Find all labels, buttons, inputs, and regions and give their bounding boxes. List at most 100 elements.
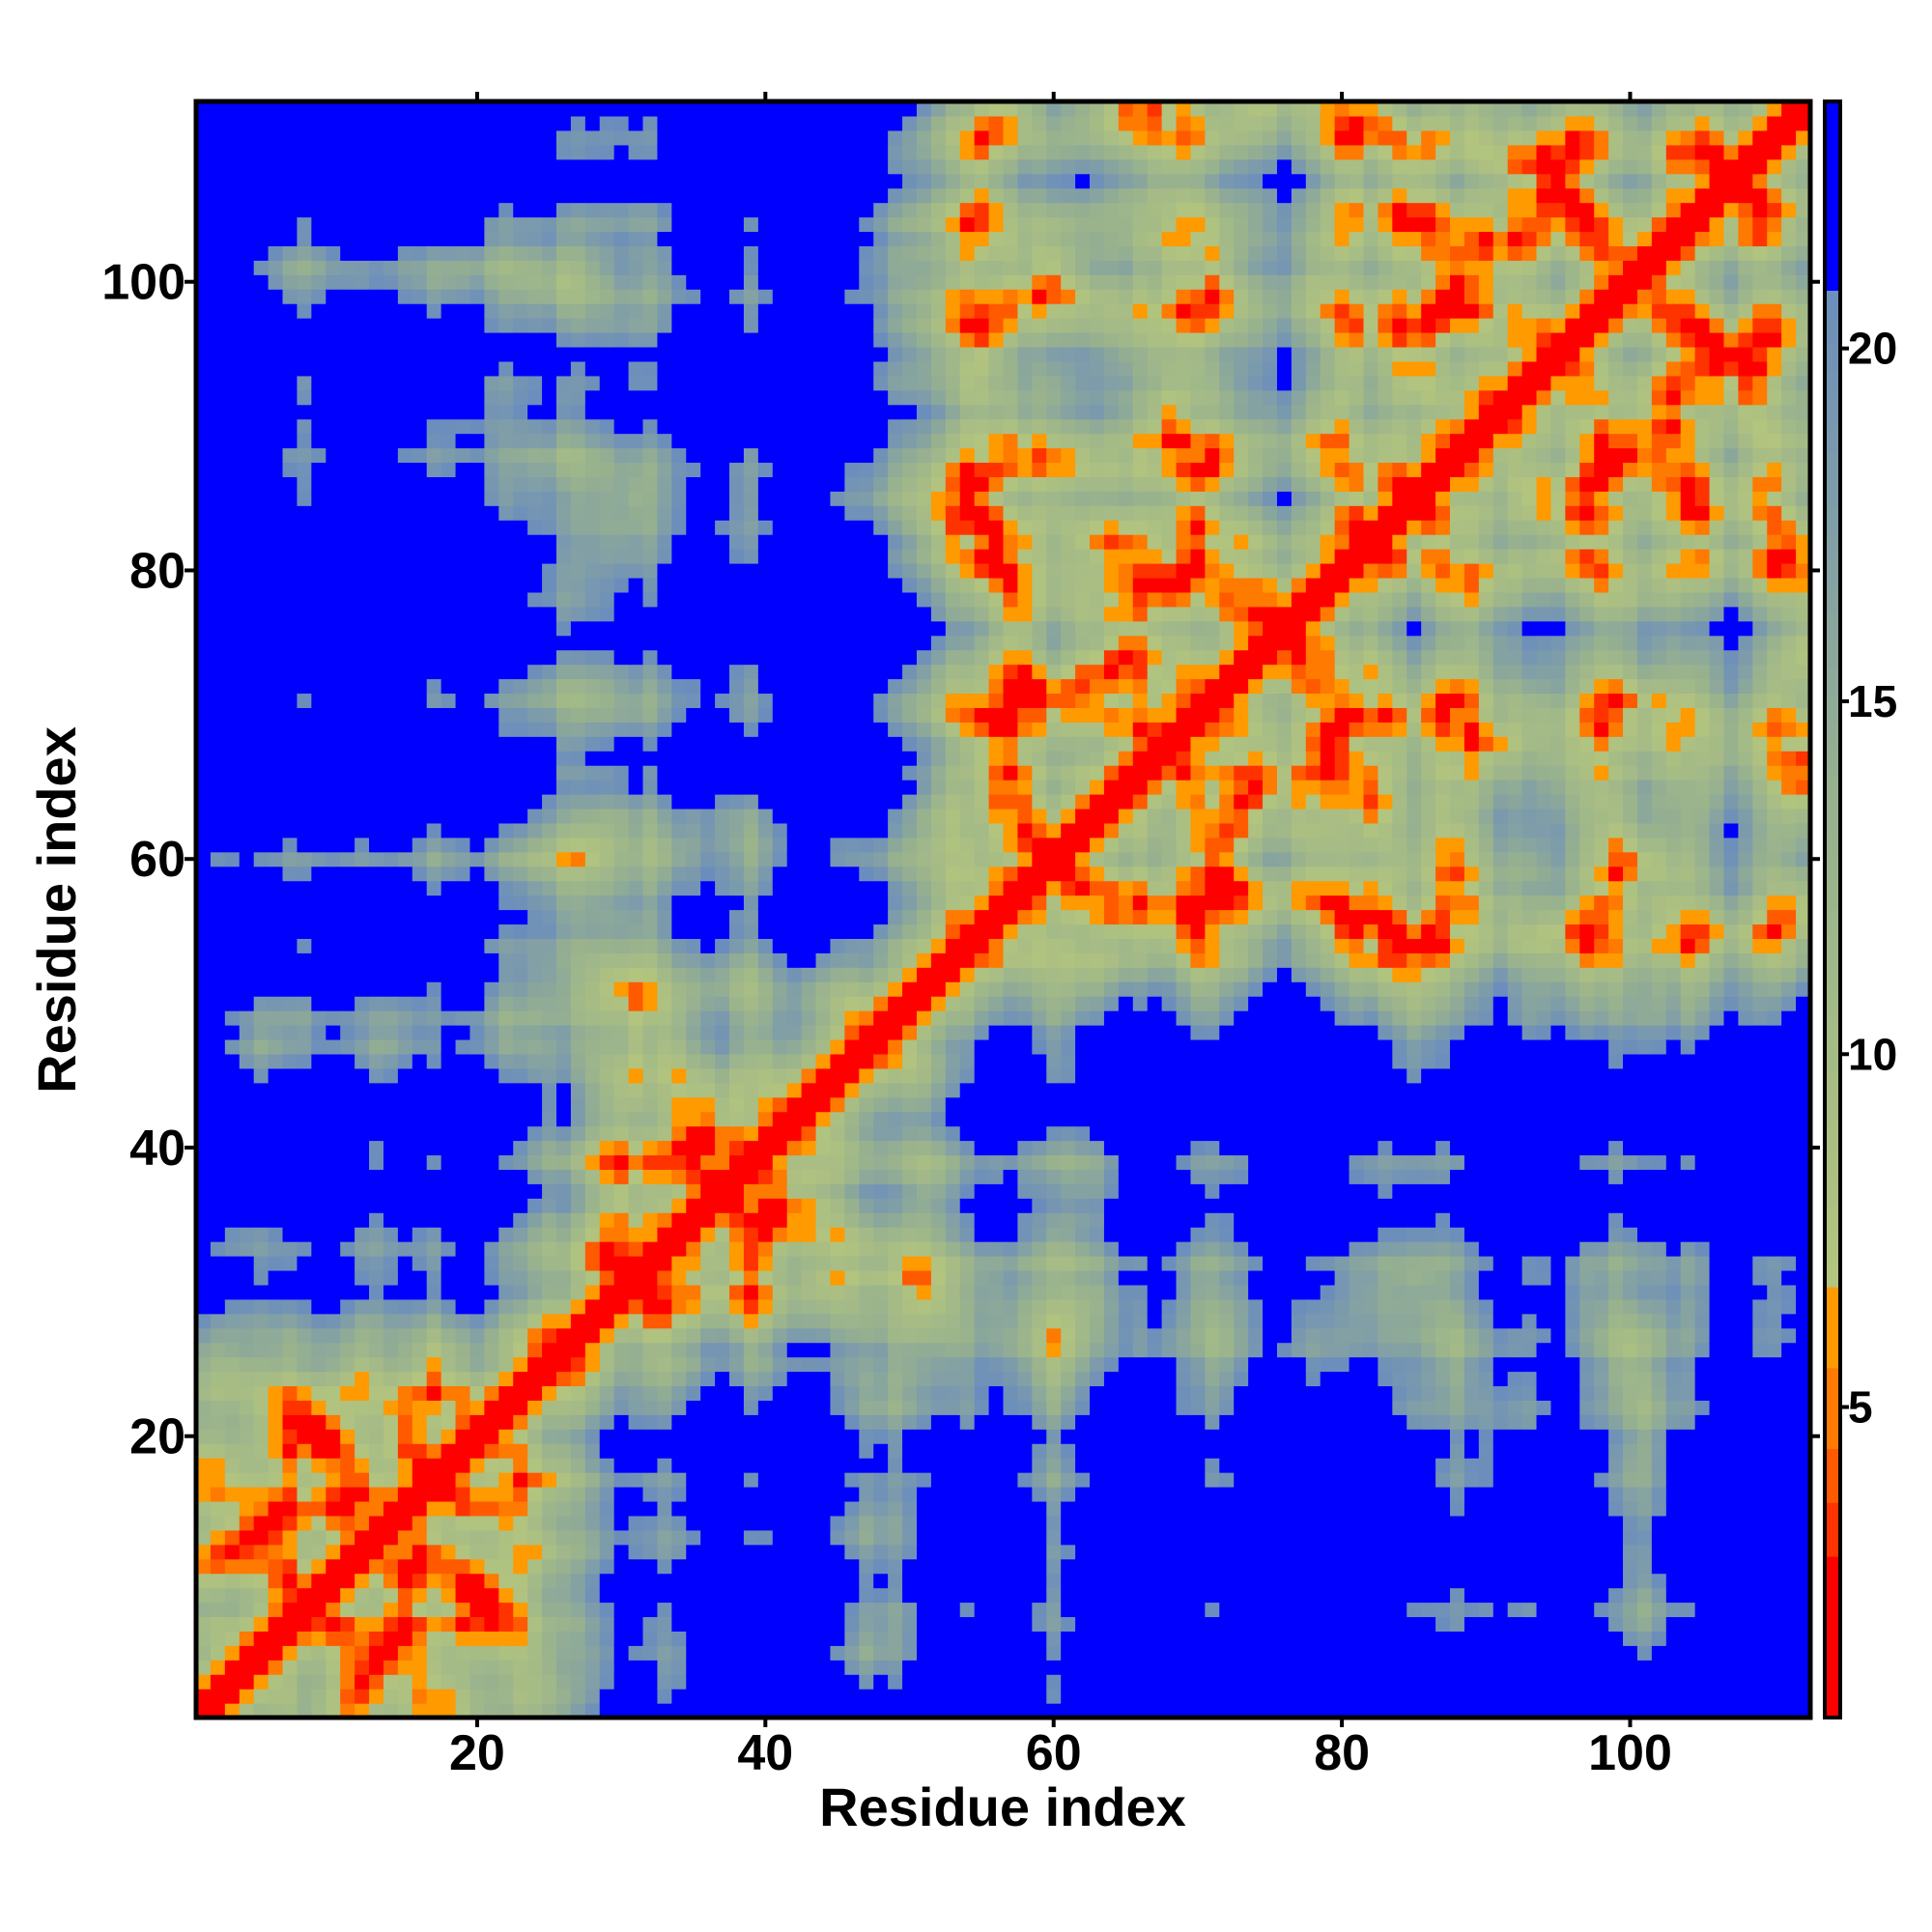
heatmap-cell [282, 1241, 298, 1257]
heatmap-cell [326, 1371, 341, 1387]
heatmap-cell [715, 1500, 730, 1517]
heatmap-cell [657, 1515, 672, 1531]
heatmap-cell [210, 1053, 226, 1069]
heatmap-cell [555, 360, 572, 377]
heatmap-cell [513, 1256, 528, 1271]
heatmap-cell [743, 1429, 759, 1444]
heatmap-cell [613, 115, 630, 131]
heatmap-cell [700, 1458, 716, 1473]
heatmap-cell [239, 765, 255, 781]
heatmap-cell [815, 260, 832, 275]
heatmap-cell [440, 1212, 457, 1228]
heatmap-cell [729, 1025, 745, 1040]
heatmap-cell [498, 115, 514, 131]
heatmap-cell [757, 129, 774, 146]
heatmap-cell [729, 563, 745, 579]
heatmap-cell [340, 880, 355, 896]
heatmap-cell [657, 664, 672, 680]
heatmap-cell [671, 1660, 687, 1675]
heatmap-cell [340, 505, 355, 521]
heatmap-cell [815, 1038, 832, 1055]
heatmap-cell [743, 1515, 759, 1531]
heatmap-cell [455, 1616, 471, 1632]
heatmap-cell [224, 260, 241, 275]
heatmap-cell [340, 1385, 355, 1401]
heatmap-cell [671, 1010, 687, 1026]
heatmap-cell [397, 1038, 413, 1055]
heatmap-cell [210, 462, 226, 477]
heatmap-cell [397, 1429, 413, 1444]
heatmap-cell [196, 1298, 212, 1315]
heatmap-cell [426, 1458, 442, 1473]
heatmap-cell [282, 158, 298, 175]
heatmap-cell [426, 1298, 442, 1315]
heatmap-cell [830, 1269, 845, 1286]
heatmap-cell [786, 505, 803, 521]
heatmap-cell [340, 1038, 355, 1055]
heatmap-cell [801, 1269, 817, 1286]
heatmap-cell [757, 303, 774, 319]
heatmap-cell [455, 1140, 471, 1156]
heatmap-cell [383, 895, 399, 911]
heatmap-cell [355, 1154, 370, 1170]
heatmap-cell [584, 1385, 601, 1401]
heatmap-cell [613, 549, 630, 564]
heatmap-cell [253, 129, 270, 146]
heatmap-cell [412, 751, 428, 766]
heatmap-cell [397, 505, 413, 521]
heatmap-cell [686, 866, 701, 882]
heatmap-cell [412, 187, 428, 204]
heatmap-cell [729, 1472, 745, 1488]
heatmap-cell [498, 1154, 514, 1170]
heatmap-cell [700, 491, 716, 506]
heatmap-cell [815, 1241, 832, 1257]
heatmap-cell [224, 505, 241, 521]
heatmap-cell [397, 1660, 413, 1675]
heatmap-cell [715, 707, 730, 723]
heatmap-cell [757, 1169, 774, 1184]
heatmap-cell [224, 909, 241, 925]
heatmap-cell [815, 491, 832, 506]
heatmap-cell [599, 952, 615, 968]
heatmap-cell [743, 158, 759, 175]
heatmap-cell [686, 1385, 701, 1401]
heatmap-cell [613, 1198, 630, 1213]
heatmap-cell [253, 751, 270, 766]
heatmap-cell [469, 549, 485, 564]
heatmap-cell [268, 1342, 284, 1358]
heatmap-cell [455, 187, 471, 204]
heatmap-cell [715, 1198, 730, 1213]
heatmap-cell [440, 1385, 457, 1401]
heatmap-cell [196, 1429, 212, 1444]
heatmap-cell [513, 534, 528, 550]
heatmap-cell [642, 187, 659, 204]
heatmap-cell [455, 389, 471, 406]
heatmap-cell [239, 1241, 255, 1257]
heatmap-cell [326, 880, 341, 896]
heatmap-cell [210, 952, 226, 968]
heatmap-cell [757, 447, 774, 464]
heatmap-cell [584, 1371, 601, 1387]
heatmap-cell [715, 1111, 730, 1127]
heatmap-cell [686, 245, 701, 261]
heatmap-cell [613, 967, 630, 982]
heatmap-cell [772, 101, 788, 117]
heatmap-cell [527, 1111, 543, 1127]
heatmap-cell [757, 664, 774, 680]
heatmap-cell [599, 981, 615, 997]
heatmap-cell [555, 1429, 572, 1444]
heatmap-cell [729, 1313, 745, 1329]
heatmap-cell [700, 1429, 716, 1444]
heatmap-cell [786, 1587, 803, 1604]
heatmap-cell [700, 1689, 716, 1704]
heatmap-cell [297, 1198, 312, 1213]
heatmap-cell [772, 1703, 788, 1719]
heatmap-cell [757, 1631, 774, 1646]
heatmap-cell [224, 923, 241, 939]
heatmap-cell [830, 794, 845, 810]
heatmap-cell [326, 1154, 341, 1170]
heatmap-cell [355, 418, 370, 435]
heatmap-cell [397, 389, 413, 406]
heatmap-cell [700, 289, 716, 304]
heatmap-cell [555, 880, 572, 896]
